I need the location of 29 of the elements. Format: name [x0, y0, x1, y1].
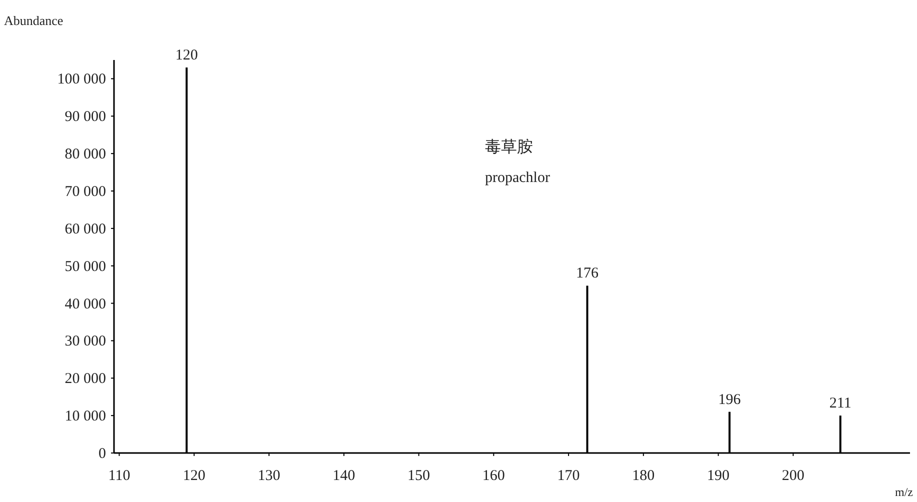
y-tick-label: 50 000	[64, 258, 106, 275]
y-tick-label: 60 000	[64, 221, 106, 238]
x-tick-label: 190	[707, 468, 730, 484]
x-tick-label: 110	[108, 468, 130, 484]
y-axis-title: Abundance	[4, 13, 64, 28]
y-tick-label: 100 000	[57, 72, 106, 88]
x-tick-label: 130	[258, 468, 280, 484]
x-tick-label: 150	[408, 468, 430, 484]
x-tick-label: 160	[482, 468, 505, 484]
y-tick-label: 80 000	[64, 146, 106, 163]
annotation: 176	[576, 266, 600, 282]
x-tick-label: 200	[782, 468, 804, 484]
x-tick-label: 140	[332, 468, 356, 484]
y-tick-label: 70 000	[64, 184, 106, 200]
y-tick-label: 0	[98, 446, 106, 462]
y-tick-label: 10 000	[64, 408, 106, 425]
y-tick-label: 40 000	[64, 296, 106, 312]
x-tick-label: 120	[182, 468, 206, 484]
x-tick-label: 170	[557, 468, 580, 484]
y-tick-label: 20 000	[64, 371, 106, 388]
x-axis-title: m/z	[895, 485, 913, 499]
y-tick-label: 90 000	[64, 109, 106, 126]
annotation: 120	[175, 47, 198, 64]
x-tick-label: 180	[632, 468, 655, 484]
annotation: propachlor	[485, 170, 550, 186]
annotation: 毒草胺	[485, 138, 533, 156]
annotation: 211	[829, 396, 852, 412]
y-tick-label: 30 000	[64, 334, 106, 350]
annotation: 196	[718, 392, 742, 408]
